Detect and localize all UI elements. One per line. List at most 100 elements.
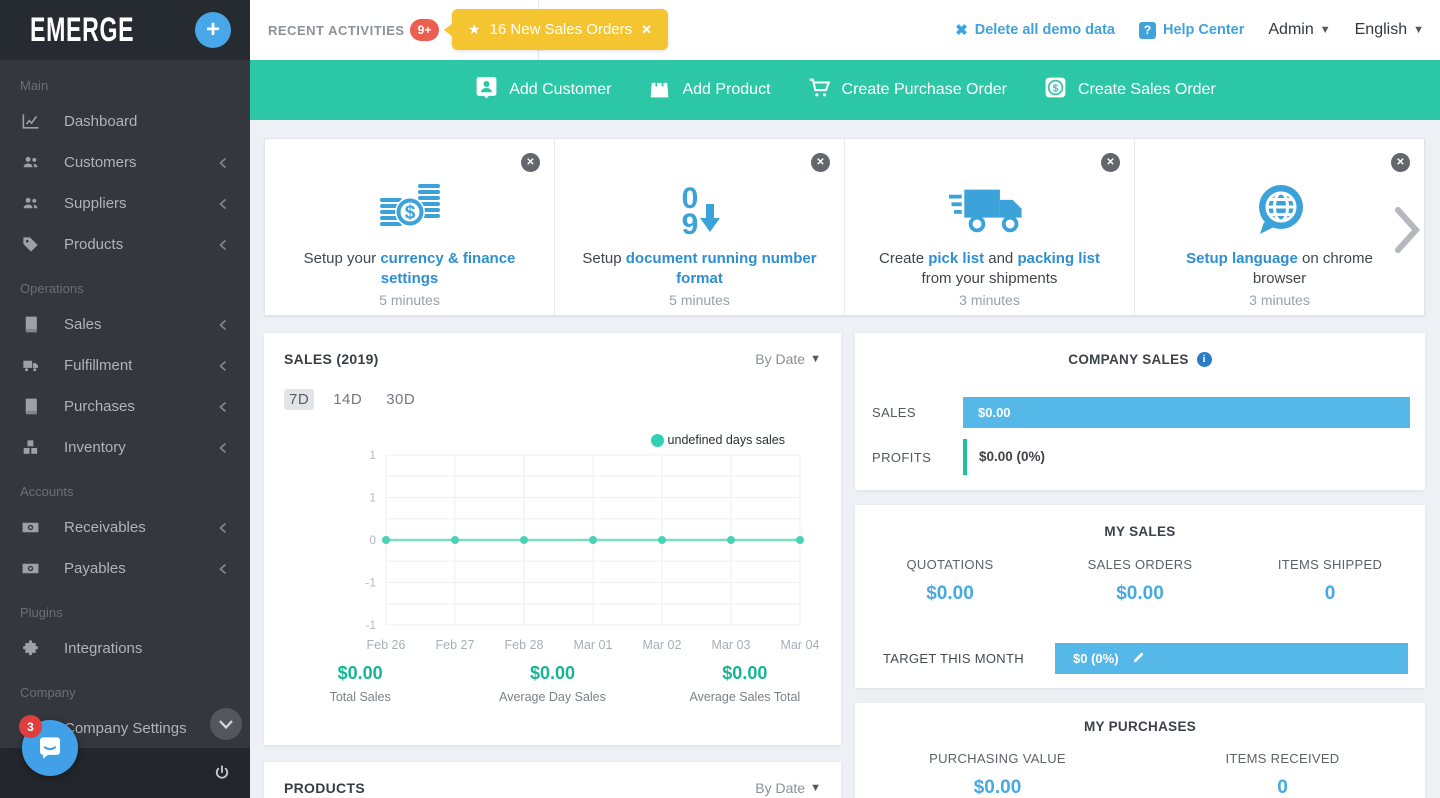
card-duration: 5 minutes xyxy=(379,292,440,308)
add-product-button[interactable]: Add Product xyxy=(647,75,771,105)
card-link[interactable]: Setup language xyxy=(1186,250,1298,267)
card-link[interactable]: currency & finance settings xyxy=(380,250,516,287)
card-link[interactable]: pick list xyxy=(928,250,985,267)
metric-items-received: ITEMS RECEIVED 0 xyxy=(1140,751,1425,798)
sidebar-item-fulfillment[interactable]: Fulfillment xyxy=(0,345,250,386)
products-panel: PRODUCTS By Date ▼ xyxy=(264,762,841,798)
range-tab-14d[interactable]: 14D xyxy=(333,391,363,408)
chevron-left-icon xyxy=(218,522,228,534)
fast-truck-icon xyxy=(948,179,1030,241)
card-close-icon[interactable]: ✕ xyxy=(811,153,830,172)
sidebar-item-suppliers[interactable]: Suppliers xyxy=(0,183,250,224)
card-close-icon[interactable]: ✕ xyxy=(1101,153,1120,172)
delete-x-icon: ✖ xyxy=(955,22,968,39)
notification-dismiss-icon[interactable]: ✕ xyxy=(641,21,653,37)
carousel-next-button[interactable] xyxy=(1393,206,1421,254)
sidebar-collapse-button[interactable] xyxy=(210,708,242,740)
topbar-right: ✖ Delete all demo data ? Help Center Adm… xyxy=(955,0,1424,60)
card-link[interactable]: document running number format xyxy=(625,250,817,287)
edit-pencil-icon[interactable] xyxy=(1132,651,1145,667)
sales-panel-title: SALES (2019) xyxy=(284,351,379,367)
metric-value: $0.00 xyxy=(973,777,1022,798)
language-menu-label: English xyxy=(1354,21,1408,38)
svg-text:Feb 27: Feb 27 xyxy=(436,638,475,652)
metric-value: $0.00 xyxy=(1116,583,1164,604)
card-text-segment: Setup your xyxy=(303,250,381,267)
sidebar-item-payables[interactable]: Payables xyxy=(0,548,250,589)
sales-filter-dropdown[interactable]: By Date ▼ xyxy=(755,351,821,367)
sidebar-item-receivables[interactable]: Receivables xyxy=(0,507,250,548)
sales-panel: SALES (2019) By Date ▼ 7D 14D 30D undefine… xyxy=(264,333,841,745)
card-link[interactable]: packing list xyxy=(1017,250,1100,267)
card-close-icon[interactable]: ✕ xyxy=(1391,153,1410,172)
sales-row-label: SALES xyxy=(872,405,916,420)
add-customer-button[interactable]: Add Customer xyxy=(474,75,611,105)
metric-label: PURCHASING VALUE xyxy=(929,751,1066,766)
profits-value: $0.00 (0%) xyxy=(979,449,1046,464)
users-icon xyxy=(21,153,40,172)
sidebar-item-sales[interactable]: Sales xyxy=(0,304,250,345)
dollar-square-icon: $ xyxy=(1043,75,1068,105)
notification-text: 16 New Sales Orders xyxy=(489,21,633,38)
quick-add-button[interactable]: + xyxy=(195,12,231,48)
sidebar-item-dashboard[interactable]: Dashboard xyxy=(0,101,250,142)
legend-label: undefined days sales xyxy=(667,433,785,447)
chevron-left-icon xyxy=(218,157,228,169)
svg-text:1: 1 xyxy=(369,491,376,505)
topbar: RECENT ACTIVITIES 9+ ★ 16 New Sales Orde… xyxy=(250,0,1440,60)
chat-unread-badge: 3 xyxy=(19,715,42,738)
info-icon[interactable]: i xyxy=(1196,352,1212,367)
sidebar-item-customers[interactable]: Customers xyxy=(0,142,250,183)
sidebar: EMERGE + Main Dashboard Customers Suppliers… xyxy=(0,0,250,798)
language-menu[interactable]: English ▼ xyxy=(1355,21,1424,39)
my-sales-panel: MY SALES QUOTATIONS $0.00 SALES ORDERS $0.0… xyxy=(855,505,1425,688)
svg-text:$: $ xyxy=(1053,83,1059,94)
sales-stat: $0.00 Total Sales xyxy=(264,663,456,704)
card-text-segment: on chrome browser xyxy=(1252,250,1373,287)
card-close-icon[interactable]: ✕ xyxy=(521,153,540,172)
logout-power-button[interactable] xyxy=(213,764,231,782)
stat-value: $0.00 xyxy=(529,663,576,683)
my-purchases-metrics: PURCHASING VALUE $0.00 ITEMS RECEIVED 0 xyxy=(855,751,1425,798)
activities-count-badge[interactable]: 9+ xyxy=(410,19,439,41)
products-filter-dropdown[interactable]: By Date ▼ xyxy=(755,780,821,796)
target-bar[interactable]: $0 (0%) xyxy=(1055,643,1408,674)
sidebar-item-label: Fulfillment xyxy=(64,357,133,374)
sales-stat: $0.00 Average Sales Total xyxy=(649,663,841,704)
chevron-down-icon xyxy=(219,719,233,729)
user-menu[interactable]: Admin ▼ xyxy=(1268,21,1330,39)
sidebar-item-inventory[interactable]: Inventory xyxy=(0,427,250,468)
quick-actions-bar: Add Customer Add Product Create Purchase O… xyxy=(250,60,1440,120)
chevron-left-icon xyxy=(218,319,228,331)
range-tab-30d[interactable]: 30D xyxy=(386,391,416,408)
chevron-down-icon: ▼ xyxy=(810,353,821,365)
sales-stat: $0.00 Average Day Sales xyxy=(456,663,648,704)
puzzle-icon xyxy=(21,639,40,658)
sidebar-item-label: Dashboard xyxy=(64,113,138,130)
sidebar-item-purchases[interactable]: Purchases xyxy=(0,386,250,427)
create-purchase-order-button[interactable]: Create Purchase Order xyxy=(807,75,1007,105)
menu-section-label: Company xyxy=(20,685,76,700)
card-text-segment: from your shipments xyxy=(921,270,1058,287)
onboarding-card-3: ✕ Create pick list and packing list from … xyxy=(845,139,1135,315)
sidebar-item-products[interactable]: Products xyxy=(0,224,250,265)
card-duration: 3 minutes xyxy=(1249,292,1310,308)
chevron-left-icon xyxy=(218,442,228,454)
help-center-link[interactable]: ? Help Center xyxy=(1138,21,1244,39)
card-duration: 5 minutes xyxy=(669,292,730,308)
delete-demo-data-button[interactable]: ✖ Delete all demo data xyxy=(955,21,1115,39)
company-sales-bar: $0.00 xyxy=(963,397,1410,428)
stat-value: $0.00 xyxy=(722,663,768,683)
svg-text:Mar 04: Mar 04 xyxy=(781,638,820,652)
create-sales-order-button[interactable]: $ Create Sales Order xyxy=(1043,75,1216,105)
range-tab-7d[interactable]: 7D xyxy=(284,389,315,410)
metric-purchasing-value: PURCHASING VALUE $0.00 xyxy=(855,751,1140,798)
add-product-icon xyxy=(647,75,672,105)
sales-orders-notification[interactable]: ★ 16 New Sales Orders ✕ xyxy=(443,9,669,50)
svg-text:-1: -1 xyxy=(365,618,376,632)
chart-line-icon xyxy=(21,112,40,131)
sales-filter-label: By Date xyxy=(755,351,806,367)
sidebar-item-integrations[interactable]: Integrations xyxy=(0,628,250,669)
